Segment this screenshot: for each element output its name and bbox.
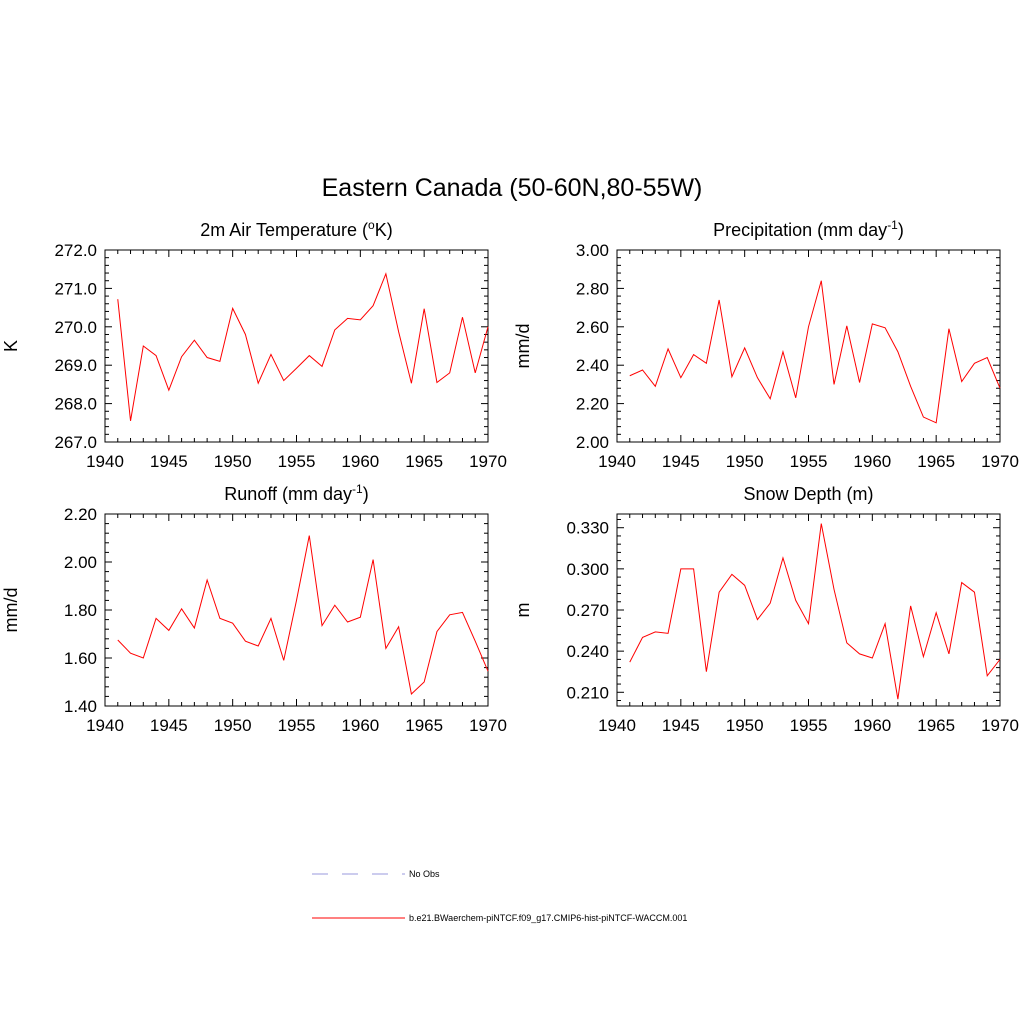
y-tick-label: 2.60 bbox=[576, 318, 609, 337]
x-tick-label: 1950 bbox=[214, 716, 252, 735]
x-tick-label: 1965 bbox=[405, 716, 443, 735]
x-tick-label: 1945 bbox=[662, 716, 700, 735]
y-tick-label: 267.0 bbox=[54, 433, 97, 452]
panel-title-part: Snow Depth (m) bbox=[743, 484, 873, 504]
ylabel-precipitation: mm/d bbox=[513, 324, 533, 369]
y-tick-label: 2.80 bbox=[576, 279, 609, 298]
y-tick-label: 2.20 bbox=[64, 505, 97, 524]
y-tick-label: 0.240 bbox=[566, 642, 609, 661]
y-tick-label: 3.00 bbox=[576, 241, 609, 260]
x-tick-label: 1955 bbox=[278, 452, 316, 471]
panel-title-part: -1 bbox=[887, 218, 898, 232]
x-tick-label: 1960 bbox=[853, 452, 891, 471]
x-tick-label: 1970 bbox=[981, 716, 1019, 735]
series-line-precipitation bbox=[629, 280, 1001, 424]
x-tick-label: 1945 bbox=[662, 452, 700, 471]
y-tick-label: 1.40 bbox=[64, 697, 97, 716]
x-tick-label: 1955 bbox=[790, 452, 828, 471]
panel-title-part: -1 bbox=[352, 482, 363, 496]
legend: No Obs b.e21.BWaerchem-piNTCF.f09_g17.CM… bbox=[312, 869, 687, 923]
panel-snow-depth: Snow Depth (m) m 1940 1945 1950 1955 1960 1965 1… bbox=[513, 484, 1019, 735]
panel-title-part: ) bbox=[363, 484, 369, 504]
x-tick-label: 1965 bbox=[405, 452, 443, 471]
legend-label-no-obs: No Obs bbox=[409, 869, 440, 879]
x-tick-label: 1945 bbox=[150, 716, 188, 735]
panel-title-precipitation: Precipitation (mm day-1) bbox=[713, 218, 904, 240]
y-tick-label: 0.270 bbox=[566, 601, 609, 620]
x-tick-label: 1950 bbox=[726, 452, 764, 471]
x-tick-label: 1940 bbox=[86, 452, 124, 471]
panel-title-air-temperature: 2m Air Temperature (oK) bbox=[200, 218, 392, 240]
y-tick-label: 2.00 bbox=[64, 553, 97, 572]
panel-title-part: 2m Air Temperature ( bbox=[200, 220, 368, 240]
x-tick-label: 1950 bbox=[214, 452, 252, 471]
x-tick-label: 1970 bbox=[981, 452, 1019, 471]
ylabel-runoff: mm/d bbox=[1, 588, 21, 633]
plot-frame-precipitation bbox=[616, 249, 1001, 443]
ylabel-snow-depth: m bbox=[513, 603, 533, 618]
x-tick-label: 1965 bbox=[917, 716, 955, 735]
panel-title-part: Runoff (mm day bbox=[224, 484, 352, 504]
y-tick-label: 2.20 bbox=[576, 395, 609, 414]
figure-title: Eastern Canada (50-60N,80-55W) bbox=[322, 174, 703, 202]
x-tick-label: 1955 bbox=[278, 716, 316, 735]
panel-title-part: ) bbox=[898, 220, 904, 240]
x-tick-label: 1960 bbox=[341, 716, 379, 735]
x-tick-label: 1970 bbox=[469, 452, 507, 471]
x-tick-label: 1945 bbox=[150, 452, 188, 471]
series-line-air-temperature bbox=[117, 272, 489, 421]
y-tick-label: 0.330 bbox=[566, 519, 609, 538]
panel-runoff: Runoff (mm day-1) mm/d 1940 1945 1950 1955 196… bbox=[1, 482, 507, 735]
x-tick-label: 1965 bbox=[917, 452, 955, 471]
y-tick-label: 272.0 bbox=[54, 241, 97, 260]
panel-title-part: K) bbox=[375, 220, 393, 240]
panel-title-snow-depth: Snow Depth (m) bbox=[743, 484, 873, 504]
x-tick-label: 1960 bbox=[853, 716, 891, 735]
x-tick-label: 1950 bbox=[726, 716, 764, 735]
x-tick-label: 1940 bbox=[598, 716, 636, 735]
y-tick-label: 271.0 bbox=[54, 279, 97, 298]
y-tick-label: 269.0 bbox=[54, 356, 97, 375]
y-tick-label: 2.00 bbox=[576, 433, 609, 452]
y-tick-label: 1.80 bbox=[64, 601, 97, 620]
panel-air-temperature: 2m Air Temperature (oK) K 1940 1945 1950 1955… bbox=[1, 218, 507, 471]
x-tick-label: 1960 bbox=[341, 452, 379, 471]
x-tick-label: 1955 bbox=[790, 716, 828, 735]
y-tick-label: 268.0 bbox=[54, 395, 97, 414]
y-tick-label: 2.40 bbox=[576, 356, 609, 375]
panel-precipitation: Precipitation (mm day-1) mm/d 1940 1945 1950… bbox=[513, 218, 1019, 471]
plot-frame-runoff bbox=[104, 513, 489, 707]
panel-title-part: o bbox=[368, 218, 375, 232]
ylabel-air-temperature: K bbox=[1, 340, 21, 352]
y-tick-label: 0.300 bbox=[566, 560, 609, 579]
y-tick-label: 0.210 bbox=[566, 683, 609, 702]
x-tick-label: 1940 bbox=[86, 716, 124, 735]
series-line-runoff bbox=[117, 535, 489, 695]
plot-frame-snow-depth bbox=[616, 513, 1001, 707]
x-tick-label: 1940 bbox=[598, 452, 636, 471]
panel-title-runoff: Runoff (mm day-1) bbox=[224, 482, 368, 504]
y-tick-label: 270.0 bbox=[54, 318, 97, 337]
x-tick-label: 1970 bbox=[469, 716, 507, 735]
y-tick-label: 1.60 bbox=[64, 649, 97, 668]
legend-label-model: b.e21.BWaerchem-piNTCF.f09_g17.CMIP6-his… bbox=[409, 913, 687, 923]
series-line-snow-depth bbox=[629, 523, 1001, 700]
panel-title-part: Precipitation (mm day bbox=[713, 220, 887, 240]
